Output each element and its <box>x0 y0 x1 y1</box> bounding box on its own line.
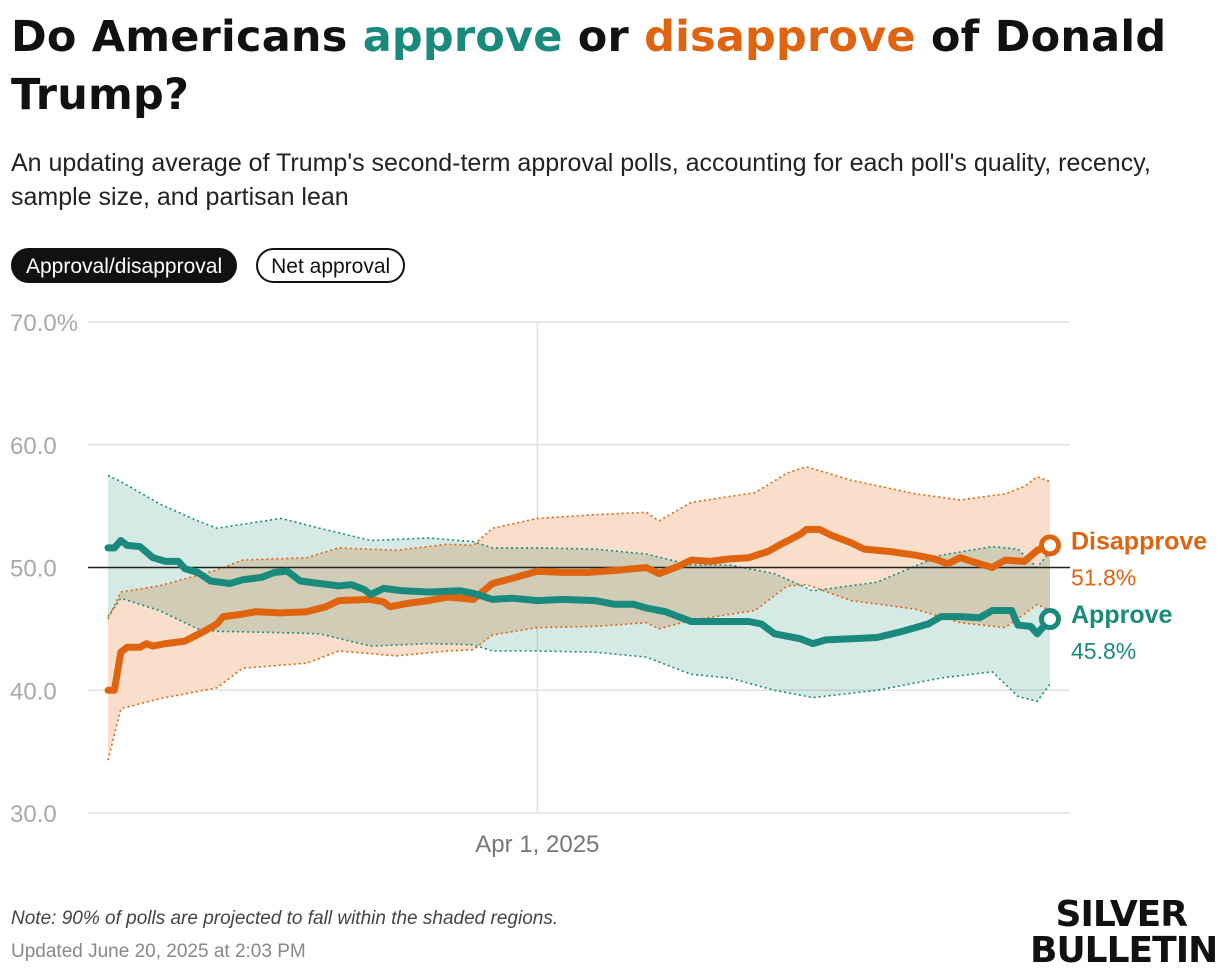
net-approval-toggle[interactable]: Net approval <box>256 248 406 283</box>
silver-bulletin-logo: SILVER BULLETIN <box>1030 894 1218 971</box>
approval-disapproval-toggle[interactable]: Approval/disapproval <box>11 248 238 283</box>
approve-final-value: 45.8% <box>1071 638 1136 664</box>
y-tick-label: 30.0 <box>10 801 57 828</box>
approve-band-edge <box>107 597 1051 703</box>
title-text-3: of Donald Trump? <box>11 12 1167 120</box>
approval-chart: 70.0% 60.0 50.0 40.0 30.0 Apr 1, 2025 Disappro… <box>10 310 1207 858</box>
disapprove-band-edge <box>107 583 1051 761</box>
logo-line-2: BULLETIN <box>1030 930 1218 971</box>
title-approve-word: approve <box>362 12 563 62</box>
y-tick-label: 50.0 <box>10 556 57 583</box>
title-text-1: Do Americans <box>11 12 363 62</box>
y-tick-label: 60.0 <box>10 433 57 460</box>
logo-line-1: SILVER <box>1055 894 1188 935</box>
approve-line <box>104 537 1054 648</box>
page-title: Do Americans approve or disapprove of Do… <box>11 8 1201 124</box>
updated-timestamp: Updated June 20, 2025 at 2:03 PM <box>11 941 306 962</box>
page-subtitle: An updating average of Trump's second-te… <box>11 149 1151 211</box>
disapprove-series-label: Disapprove <box>1071 527 1207 555</box>
approve-series-label: Approve <box>1071 601 1173 629</box>
x-tick-label: Apr 1, 2025 <box>475 831 599 858</box>
y-tick-label: 40.0 <box>10 678 57 705</box>
disapprove-line <box>104 525 1054 694</box>
footnote: Note: 90% of polls are projected to fall… <box>11 908 559 929</box>
title-text-2: or <box>562 12 645 62</box>
approve-band-edge <box>107 474 1051 592</box>
y-tick-label: 70.0% <box>10 310 78 337</box>
disapprove-final-value: 51.8% <box>1071 564 1136 590</box>
disapprove-end-marker <box>1039 534 1061 557</box>
title-disapprove-word: disapprove <box>644 12 916 62</box>
approve-end-marker <box>1039 608 1061 631</box>
disapprove-band-edge <box>107 465 1051 620</box>
view-toggle-group: Approval/disapproval Net approval <box>11 248 406 283</box>
